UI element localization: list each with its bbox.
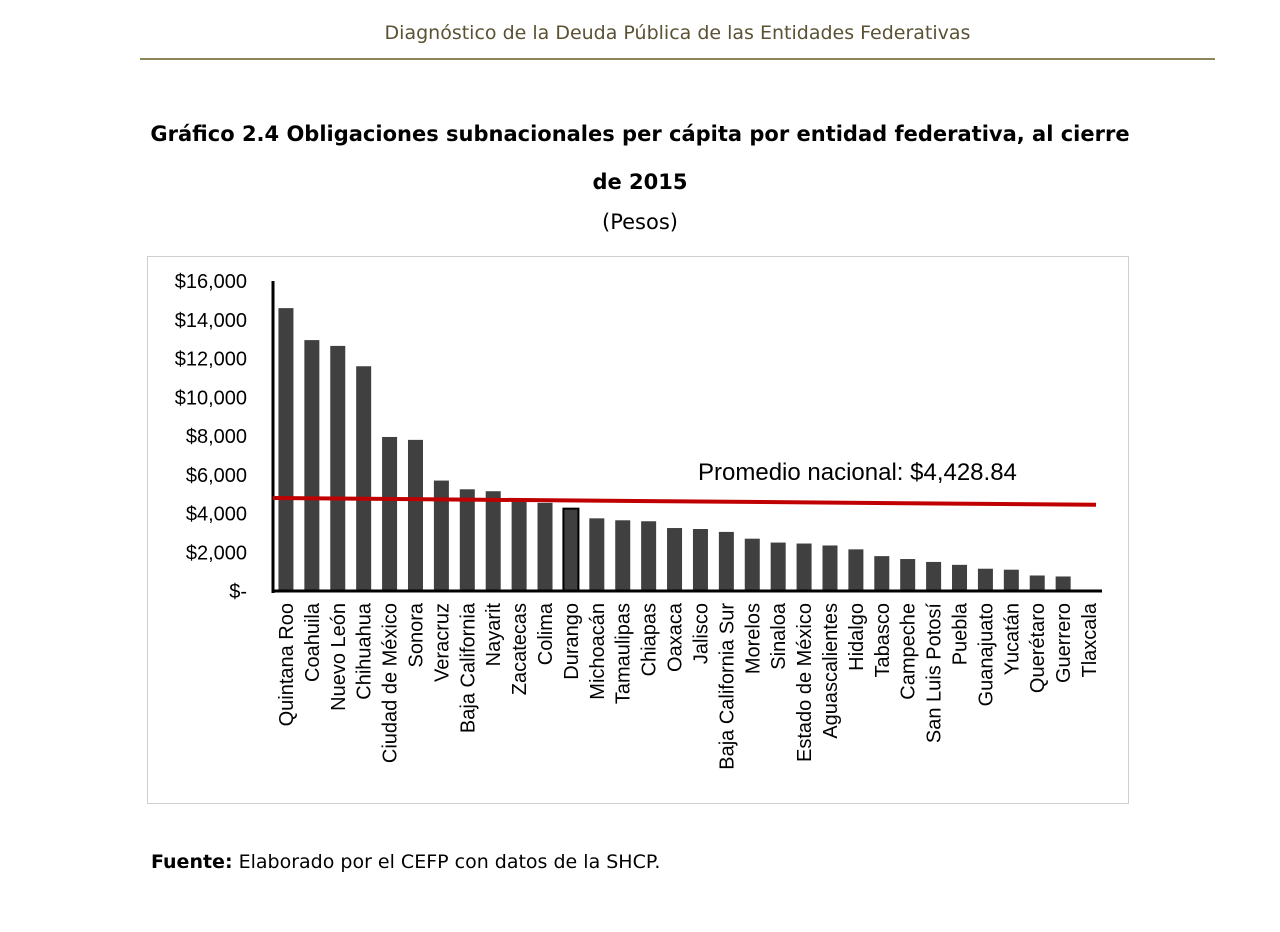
x-tick-label: Nayarit (483, 603, 505, 667)
x-tick-label: Michoacán (587, 603, 609, 700)
x-tick-label: Chihuahua (354, 602, 376, 700)
x-tick-label: Baja California Sur (716, 603, 738, 770)
bar-hidalgo (848, 549, 864, 591)
y-tick-label: $6,000 (186, 465, 247, 487)
bar-michoacán (589, 518, 605, 591)
bar-estado-de-méxico (796, 543, 812, 591)
y-tick-label: $8,000 (186, 426, 247, 448)
y-tick-label: $12,000 (175, 349, 247, 371)
bar-sinaloa (770, 542, 786, 591)
source-label: Fuente: (151, 851, 233, 873)
x-tick-label: Veracruz (431, 603, 453, 682)
y-tick-label: $14,000 (175, 310, 247, 332)
x-tick-label: Aguascalientes (820, 603, 842, 739)
x-tick-label: Coahuila (302, 602, 324, 682)
bar-san-luis-potosí (926, 561, 942, 591)
bar-yucatán (1003, 569, 1019, 591)
x-tick-label: Estado de México (794, 603, 816, 762)
bar-nuevo-león (330, 345, 346, 591)
bar-sonora (407, 439, 423, 591)
x-tick-label: Baja California (457, 602, 479, 733)
x-tick-label: Campeche (898, 603, 920, 700)
bar-quintana-roo (278, 308, 294, 591)
bar-querétaro (1029, 575, 1045, 591)
bar-chiapas (641, 521, 657, 591)
x-tick-label: Quintana Roo (276, 603, 298, 726)
bar-durango (562, 507, 580, 592)
y-tick-label: $10,000 (175, 387, 247, 409)
bar-tabasco (874, 556, 890, 591)
y-tick-label: $16,000 (175, 271, 247, 293)
bar-coahuila (304, 340, 320, 591)
bar-chihuahua (356, 366, 372, 591)
x-tick-label: Zacatecas (509, 603, 531, 695)
source-note: Fuente: Elaborado por el CEFP con datos … (151, 851, 660, 873)
bar-colima (537, 502, 553, 591)
document-title: Diagnóstico de la Deuda Pública de las E… (384, 22, 971, 44)
x-tick-label: Colima (535, 602, 557, 665)
bar-campeche (900, 559, 916, 591)
x-tick-label: Guerrero (1053, 603, 1075, 683)
x-tick-label: San Luis Potosí (924, 603, 946, 744)
average-line-label: Promedio nacional: $4,428.84 (698, 459, 1017, 486)
average-line (272, 496, 1097, 507)
x-tick-label: Tlaxcala (1079, 602, 1101, 677)
chart-frame (147, 256, 1129, 804)
bar-nayarit (485, 491, 501, 591)
x-tick-label: Chiapas (639, 603, 661, 676)
bar-guanajuato (977, 568, 993, 591)
x-tick-label: Hidalgo (846, 603, 868, 671)
x-tick-label: Nuevo León (328, 603, 350, 711)
x-tick-label: Ciudad de México (380, 603, 402, 763)
chart-title: Gráfico 2.4 Obligaciones subnacionales p… (150, 122, 1130, 194)
y-tick-label: $- (229, 581, 247, 603)
bar-baja-california (459, 489, 475, 591)
x-tick-label: Puebla (950, 602, 972, 665)
y-tick-label: $2,000 (186, 542, 247, 564)
x-tick-label: Sinaloa (768, 602, 790, 670)
x-tick-label: Durango (561, 603, 583, 680)
x-tick-label: Yucatán (1001, 603, 1023, 675)
bar-puebla (952, 564, 968, 591)
source-text: Elaborado por el CEFP con datos de la SH… (238, 851, 661, 873)
bar-morelos (744, 538, 760, 591)
x-tick-label: Oaxaca (665, 602, 687, 672)
bar-tamaulipas (615, 520, 631, 591)
bar-guerrero (1055, 576, 1071, 591)
bar-oaxaca (667, 528, 683, 591)
x-tick-label: Tamaulipas (613, 603, 635, 704)
bar-ciudad-de-méxico (382, 436, 398, 591)
bar-jalisco (692, 529, 708, 591)
x-tick-label: Querétaro (1027, 603, 1049, 693)
x-tick-label: Guanajuato (975, 603, 997, 706)
bar-zacatecas (511, 498, 527, 591)
bar-chart: $16,000 $14,000 $12,000 $10,000 $8,000 $6,000… (175, 271, 1102, 770)
bar-aguascalientes (822, 545, 838, 591)
x-tick-label: Jalisco (690, 603, 712, 664)
y-tick-label: $4,000 (186, 504, 247, 526)
bar-veracruz (433, 480, 449, 591)
page-header: Diagnóstico de la Deuda Pública de las E… (140, 18, 1215, 60)
chart-subtitle: (Pesos) (602, 210, 678, 234)
x-tick-label: Tabasco (872, 603, 894, 678)
x-tick-label: Morelos (742, 603, 764, 674)
x-tick-label: Sonora (405, 602, 427, 667)
bar-baja-california-sur (718, 531, 734, 591)
